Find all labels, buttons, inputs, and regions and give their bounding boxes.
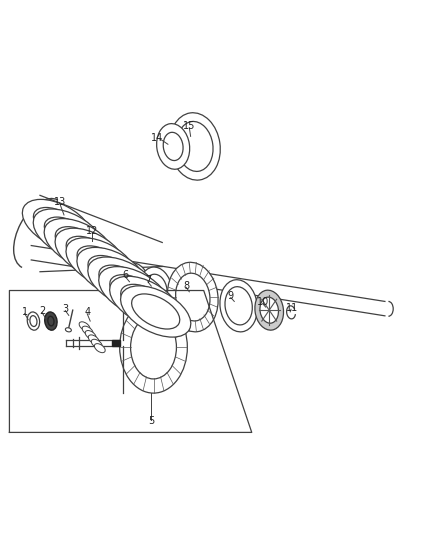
- Ellipse shape: [66, 238, 136, 289]
- Ellipse shape: [45, 312, 57, 330]
- Text: 1: 1: [21, 308, 28, 317]
- Ellipse shape: [132, 294, 180, 329]
- Text: 12: 12: [86, 225, 99, 236]
- Ellipse shape: [122, 270, 145, 302]
- Ellipse shape: [33, 209, 103, 260]
- Ellipse shape: [44, 217, 92, 252]
- Ellipse shape: [48, 316, 54, 326]
- Ellipse shape: [77, 246, 125, 281]
- Ellipse shape: [27, 312, 39, 330]
- Ellipse shape: [120, 302, 187, 393]
- Text: 14: 14: [151, 133, 163, 143]
- Ellipse shape: [177, 122, 213, 172]
- Text: 7: 7: [145, 276, 151, 286]
- Ellipse shape: [110, 274, 158, 310]
- Text: 13: 13: [53, 197, 66, 207]
- Ellipse shape: [117, 263, 150, 310]
- Ellipse shape: [163, 132, 183, 160]
- Ellipse shape: [95, 344, 105, 353]
- Bar: [112, 340, 120, 346]
- Ellipse shape: [65, 328, 71, 332]
- Ellipse shape: [92, 340, 102, 348]
- Text: 2: 2: [39, 306, 45, 317]
- Ellipse shape: [220, 280, 258, 332]
- Ellipse shape: [120, 286, 191, 337]
- Ellipse shape: [82, 326, 93, 335]
- Ellipse shape: [255, 290, 283, 330]
- Ellipse shape: [144, 274, 167, 307]
- Ellipse shape: [85, 330, 96, 340]
- Ellipse shape: [131, 316, 177, 379]
- Ellipse shape: [55, 228, 125, 279]
- Ellipse shape: [30, 316, 37, 327]
- Text: 5: 5: [148, 416, 155, 426]
- Ellipse shape: [167, 262, 218, 332]
- Ellipse shape: [88, 257, 158, 308]
- Ellipse shape: [176, 273, 210, 321]
- Ellipse shape: [33, 207, 81, 243]
- Ellipse shape: [55, 227, 103, 262]
- Ellipse shape: [88, 255, 136, 290]
- Ellipse shape: [77, 247, 147, 298]
- Ellipse shape: [88, 335, 99, 344]
- Text: 8: 8: [183, 281, 189, 291]
- Ellipse shape: [44, 219, 114, 270]
- Ellipse shape: [79, 322, 90, 331]
- Ellipse shape: [22, 199, 92, 251]
- Ellipse shape: [66, 236, 114, 271]
- Text: 4: 4: [84, 308, 90, 317]
- Text: 10: 10: [257, 297, 269, 308]
- Text: 15: 15: [183, 121, 195, 131]
- Ellipse shape: [225, 287, 252, 325]
- Text: 9: 9: [228, 291, 234, 301]
- Ellipse shape: [99, 265, 147, 300]
- Ellipse shape: [139, 267, 172, 314]
- Ellipse shape: [170, 113, 220, 180]
- Text: 6: 6: [122, 270, 128, 280]
- Text: 11: 11: [286, 303, 298, 313]
- Ellipse shape: [99, 266, 169, 318]
- Ellipse shape: [260, 297, 279, 323]
- Ellipse shape: [110, 276, 180, 327]
- Ellipse shape: [121, 284, 169, 319]
- Ellipse shape: [157, 124, 190, 169]
- Text: 3: 3: [62, 304, 68, 314]
